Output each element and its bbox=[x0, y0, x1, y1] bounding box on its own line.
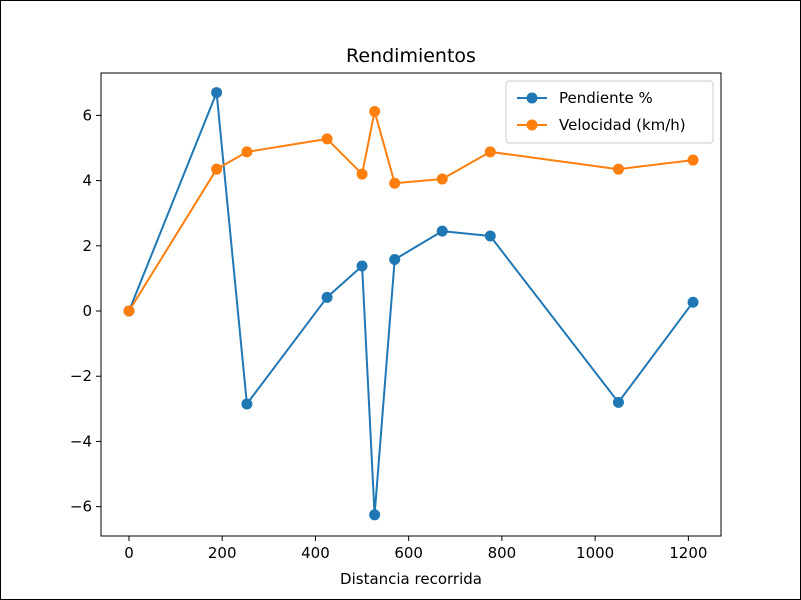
series-line bbox=[128, 91, 694, 516]
x-tick-label: 800 bbox=[488, 544, 517, 562]
legend-marker bbox=[526, 92, 538, 104]
data-point bbox=[321, 291, 333, 303]
legend-label: Velocidad (km/h) bbox=[559, 116, 686, 134]
data-point bbox=[211, 163, 223, 175]
data-point bbox=[687, 296, 699, 308]
x-tick-label: 0 bbox=[124, 544, 134, 562]
legend-box bbox=[505, 80, 714, 144]
data-point bbox=[484, 146, 496, 158]
y-tick-label: −6 bbox=[70, 498, 92, 516]
y-tick-label: −2 bbox=[70, 367, 92, 385]
data-point bbox=[369, 105, 381, 117]
chart-title: Rendimientos bbox=[346, 45, 476, 67]
legend-marker bbox=[526, 119, 538, 131]
data-point bbox=[436, 225, 448, 237]
x-tick-label: 1000 bbox=[576, 544, 614, 562]
data-point bbox=[356, 168, 368, 180]
data-point bbox=[389, 177, 401, 189]
x-tick-label: 400 bbox=[301, 544, 330, 562]
data-point bbox=[211, 87, 223, 99]
x-tick-label: 200 bbox=[208, 544, 237, 562]
data-point bbox=[356, 260, 368, 272]
x-tick-label: 600 bbox=[394, 544, 423, 562]
y-tick-label: 4 bbox=[82, 172, 92, 190]
data-point bbox=[241, 146, 253, 158]
data-point bbox=[612, 163, 624, 175]
data-point bbox=[484, 230, 496, 242]
data-point bbox=[369, 509, 381, 521]
y-tick-label: 6 bbox=[82, 106, 92, 124]
legend: Pendiente % Velocidad (km/h) bbox=[505, 80, 714, 144]
data-point bbox=[389, 254, 401, 266]
data-point bbox=[123, 305, 135, 317]
data-point bbox=[241, 398, 253, 410]
series-1 bbox=[123, 87, 699, 521]
legend-label: Pendiente % bbox=[559, 89, 653, 107]
y-tick-label: 0 bbox=[82, 302, 92, 320]
plot-area: 0 200 400 600 800 1000 1200 −6 −4 −2 0 2 4 6 bbox=[70, 72, 722, 562]
data-point bbox=[436, 173, 448, 185]
data-point bbox=[321, 133, 333, 145]
x-axis-label: Distancia recorrida bbox=[340, 570, 482, 588]
data-point bbox=[687, 154, 699, 166]
data-point bbox=[612, 396, 624, 408]
series-2 bbox=[123, 105, 699, 317]
y-tick-label: −4 bbox=[70, 432, 92, 450]
x-tick-label: 1200 bbox=[669, 544, 707, 562]
axes-frame bbox=[100, 72, 722, 537]
y-tick-label: 2 bbox=[82, 237, 92, 255]
